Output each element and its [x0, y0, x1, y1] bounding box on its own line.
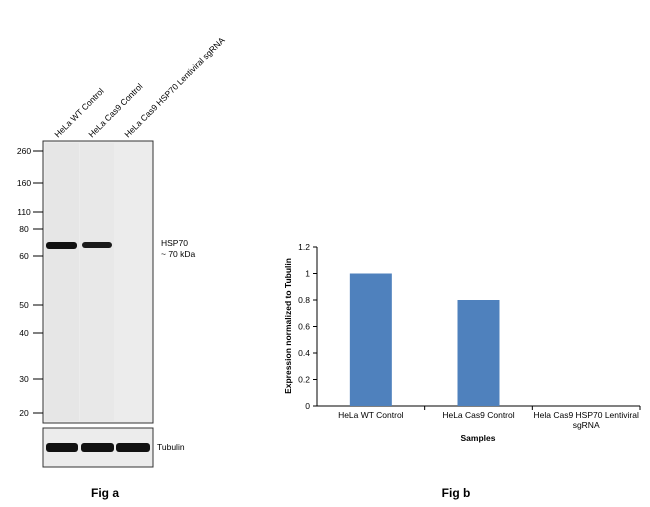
y-tick-label: 0	[305, 401, 310, 411]
marker-label: 260	[17, 146, 31, 156]
tubulin-label: Tubulin	[157, 442, 185, 452]
fig-a-caption: Fig a	[91, 486, 119, 500]
tubulin-band-lane-2	[81, 443, 114, 452]
marker-label: 30	[19, 374, 29, 384]
hsp70-band-lane-2	[82, 242, 112, 248]
y-tick-label: 0.4	[298, 348, 310, 358]
y-axis-title: Expression normalized to Tubulin	[283, 258, 293, 394]
marker-label: 80	[19, 224, 29, 234]
marker-label: 60	[19, 251, 29, 261]
x-tick-label: HeLa WT Control	[338, 410, 404, 420]
bars-group	[349, 273, 500, 406]
marker-label: 160	[17, 178, 31, 188]
marker-label: 50	[19, 300, 29, 310]
tubulin-band-lane-1	[46, 443, 78, 452]
western-blot-panel: HeLa WT Control HeLa Cas9 Control HeLa C…	[17, 35, 227, 500]
y-tick-label: 1.2	[298, 242, 310, 252]
bar-1	[349, 273, 392, 406]
x-axis-ticks: HeLa WT Control HeLa Cas9 Control Hela Cas…	[338, 406, 641, 430]
y-axis-ticks: 0 0.2 0.4 0.6 0.8 1 1.2	[298, 242, 317, 411]
marker-ladder: 260 160 110 80 60 50 40 30 20	[17, 146, 43, 418]
bar-2	[457, 300, 500, 406]
hsp70-band-lane-1	[46, 242, 77, 249]
marker-label: 40	[19, 328, 29, 338]
x-tick-label: HeLa Cas9 Control	[442, 410, 514, 420]
tubulin-band-lane-3	[116, 443, 150, 452]
bar-chart-panel: Expression normalized to Tubulin 0 0.2 0.4…	[283, 242, 641, 500]
band-label-size: ~ 70 kDa	[161, 249, 196, 259]
lane-shade-2	[80, 143, 114, 421]
marker-label: 110	[17, 207, 31, 217]
band-label-name: HSP70	[161, 238, 188, 248]
y-tick-label: 0.8	[298, 295, 310, 305]
marker-label: 20	[19, 408, 29, 418]
fig-b-caption: Fig b	[442, 486, 471, 500]
y-tick-label: 0.6	[298, 322, 310, 332]
x-tick-label: Hela Cas9 HSP70 Lentiviral sgRNA	[533, 410, 638, 430]
y-tick-label: 1	[305, 269, 310, 279]
y-tick-label: 0.2	[298, 375, 310, 385]
lane-shade-1	[45, 143, 79, 421]
x-axis-title: Samples	[461, 433, 496, 443]
